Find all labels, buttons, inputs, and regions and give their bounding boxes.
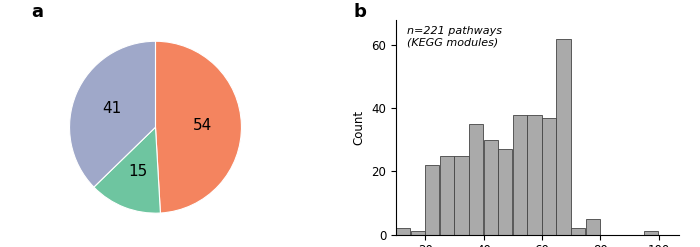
Bar: [527, 115, 542, 235]
Bar: [571, 228, 585, 235]
Bar: [556, 39, 570, 235]
Bar: [411, 231, 425, 235]
Bar: [454, 156, 469, 235]
Bar: [644, 231, 658, 235]
Bar: [484, 140, 498, 235]
Text: b: b: [354, 2, 366, 21]
Text: 41: 41: [102, 101, 122, 116]
Wedge shape: [94, 127, 160, 213]
Text: a: a: [31, 2, 43, 21]
Bar: [542, 118, 557, 235]
Bar: [440, 156, 454, 235]
Wedge shape: [69, 41, 155, 187]
Bar: [425, 165, 440, 235]
Text: n=221 pathways
(KEGG modules): n=221 pathways (KEGG modules): [407, 26, 503, 48]
Text: 54: 54: [193, 118, 212, 133]
Wedge shape: [155, 41, 242, 213]
Y-axis label: Count: Count: [353, 110, 366, 145]
Text: 15: 15: [129, 164, 148, 179]
Bar: [396, 228, 410, 235]
Bar: [512, 115, 527, 235]
Bar: [586, 219, 600, 235]
Bar: [498, 149, 512, 235]
Bar: [469, 124, 483, 235]
